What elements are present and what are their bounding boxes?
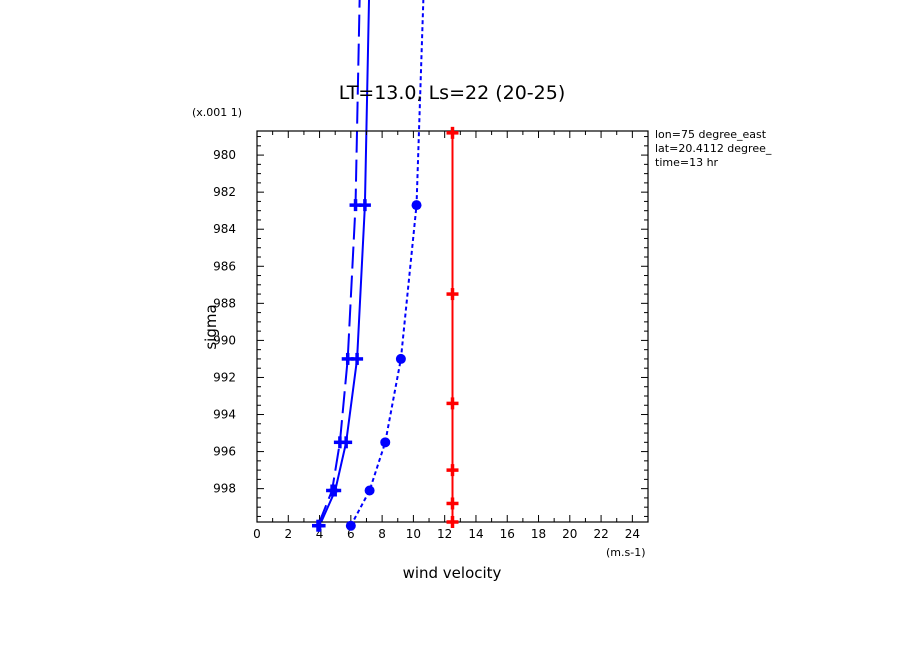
x-tick-label: 12: [437, 527, 452, 541]
data-point-marker: [446, 126, 459, 139]
x-tick-label: 8: [378, 527, 386, 541]
data-point-marker: [395, 353, 406, 364]
ticks-layer: 0 2 4 6 8 10 12 14 16 18 20 22 249809829849869889909…: [213, 131, 649, 541]
data-point-marker: [329, 484, 342, 497]
x-tick-label: 2: [284, 527, 292, 541]
y-tick-label: 982: [213, 185, 236, 199]
data-point-marker: [345, 520, 356, 531]
x-tick-label: 16: [500, 527, 515, 541]
y-tick-label: 998: [213, 482, 236, 496]
y-tick-label: 990: [213, 333, 236, 347]
y-tick-label: 988: [213, 296, 236, 310]
x-units: (m.s-1): [606, 546, 646, 559]
x-tick-label: 4: [316, 527, 324, 541]
data-point-marker: [380, 437, 391, 448]
y-tick-label: 984: [213, 222, 236, 236]
annotation-time: time=13 hr: [655, 156, 719, 169]
x-tick-label: 0: [253, 527, 261, 541]
data-point-marker: [446, 288, 459, 301]
series-line-1: [318, 0, 361, 522]
x-tick-label: 14: [468, 527, 483, 541]
data-point-marker: [446, 464, 459, 477]
data-point-marker: [446, 397, 459, 410]
data-point-marker: [446, 516, 459, 528]
y-tick-label: 980: [213, 148, 236, 162]
data-point-marker: [364, 485, 375, 496]
x-tick-label: 22: [593, 527, 608, 541]
data-point-marker: [446, 497, 459, 510]
data-point-marker: [358, 199, 371, 212]
x-tick-label: 18: [531, 527, 546, 541]
x-tick-label: 6: [347, 527, 355, 541]
chart-title: LT=13.0, Ls=22 (20-25): [339, 82, 566, 104]
x-tick-label: 10: [406, 527, 421, 541]
y-tick-label: 986: [213, 259, 236, 273]
y-axis-label: sigma: [202, 304, 220, 349]
data-point-marker: [313, 519, 326, 532]
y-tick-label: 996: [213, 445, 236, 459]
annotation-lat: lat=20.4112 degree_: [655, 142, 772, 155]
annotation-lon: lon=75 degree_east: [655, 128, 767, 141]
y-tick-label: 992: [213, 370, 236, 384]
data-point-marker: [340, 436, 353, 449]
x-tick-label: 24: [625, 527, 640, 541]
data-point-marker: [351, 352, 364, 365]
marker-layer: [311, 126, 459, 532]
x-axis-label: wind velocity: [403, 564, 502, 582]
y-tick-label: 994: [213, 408, 236, 422]
x-tick-label: 20: [562, 527, 577, 541]
y-scale-note: (x.001 1): [192, 106, 242, 119]
data-point-marker: [411, 200, 422, 211]
